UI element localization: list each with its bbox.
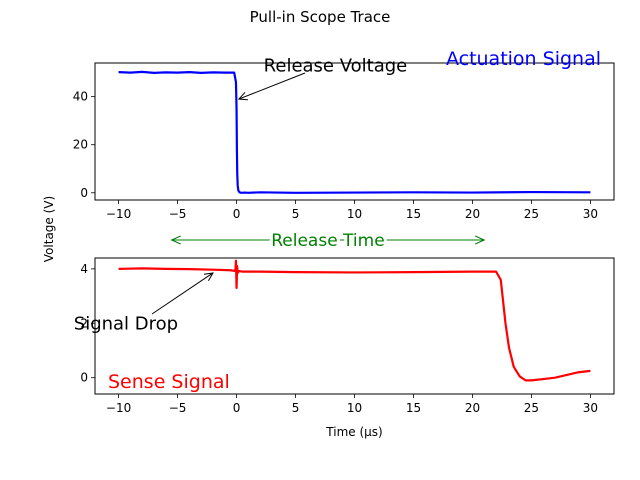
bottom-x-tick-label: −10 [106,401,131,415]
bottom-y-tick-label: 2 [80,316,88,330]
bottom-x-tick-label: 20 [465,401,480,415]
top-x-tick-label: 30 [583,207,598,221]
top-y-tick-label: 0 [80,186,88,200]
figure-title: Pull-in Scope Trace [250,8,391,26]
release-time-marker: Release Time [170,228,486,254]
release-voltage-arrow [238,72,306,100]
top-y-tick-label: 20 [73,138,88,152]
bottom-series-0-line [118,259,591,382]
bottom-x-tick-label: 0 [233,401,241,415]
bottom-x-tick-label: 25 [524,401,539,415]
top-axes-frame [94,62,615,201]
shared-ylabel: Voltage (V) [42,196,56,262]
top-x-tick-label: 20 [465,207,480,221]
bottom-panel: −10 −5 0 5 10 15 20 25 30 0 2 4 Time (μs) Signal Drop… [74,257,615,439]
bottom-x-tick-label: 30 [583,401,598,415]
signal-drop-arrow [151,272,214,315]
actuation-signal-label: Actuation Signal [446,48,601,70]
top-x-tick-label: 5 [292,207,300,221]
top-x-tick-label: −5 [169,207,187,221]
top-x-tick-label: −10 [106,207,131,221]
top-x-tick-label: 25 [524,207,539,221]
bottom-x-tick-label: 5 [292,401,300,415]
bottom-x-axis-label: Time (μs) [325,425,382,439]
release-voltage-annotation: Release Voltage [264,55,408,76]
bottom-y-tick-label: 0 [80,371,88,385]
top-x-tick-label: 0 [233,207,241,221]
bottom-y-tick-label: 4 [80,262,88,276]
release-time-arrowhead-right [475,235,486,245]
sense-signal-label: Sense Signal [108,371,230,393]
signal-drop-annotation: Signal Drop [74,313,178,334]
top-series-0-line [118,70,591,194]
release-time-arrowhead-left [170,235,181,245]
top-x-tick-label: 15 [406,207,421,221]
bottom-x-tick-label: 10 [347,401,362,415]
release-time-label: Release Time [271,231,384,251]
top-x-tick-label: 10 [347,207,362,221]
bottom-x-tick-label: −5 [169,401,187,415]
release-voltage-arrowhead [237,92,248,101]
top-y-tick-label: 40 [73,90,88,104]
signal-drop-arrowhead [203,272,214,281]
bottom-x-tick-label: 15 [406,401,421,415]
top-panel: −10 −5 0 5 10 15 20 25 30 0 20 40 Release Voltage Act… [73,48,615,221]
